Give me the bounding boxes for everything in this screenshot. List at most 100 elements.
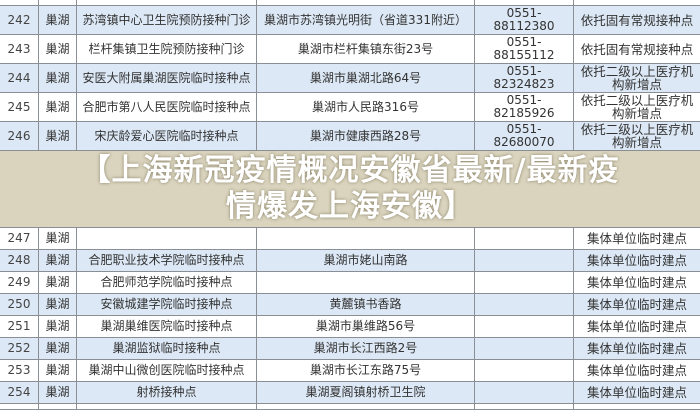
address-cell: 巢湖市健康西路28号 bbox=[257, 122, 475, 150]
district-cell: 巢湖 bbox=[39, 316, 77, 337]
site-name-cell: 射桥接种点 bbox=[77, 382, 257, 403]
address-cell: 巢湖夏阁镇射桥卫生院 bbox=[257, 382, 475, 403]
district-cell: 巢湖 bbox=[39, 338, 77, 359]
phone-cell: 0551-82324823 bbox=[475, 64, 574, 92]
table-row: 249 巢湖 合肥师范学院临时接种点 集体单位临时建点 bbox=[0, 272, 700, 294]
address-cell: 巢湖市巢湖北路64号 bbox=[257, 64, 475, 92]
address-cell: 巢湖市长江东路75号 bbox=[257, 360, 475, 381]
site-name-cell: 安医大附属巢湖医院临时接种点 bbox=[77, 64, 257, 92]
table-row: 245 巢湖 合肥市第八人民医院临时接种点 巢湖市人民路316号 0551-821859… bbox=[0, 93, 700, 122]
row-number-cell: 242 bbox=[0, 6, 39, 34]
district-cell: 巢湖 bbox=[39, 250, 77, 271]
site-type-cell: 集体单位临时建点 bbox=[586, 275, 687, 290]
site-name-cell: 宋庆龄爱心医院临时接种点 bbox=[77, 122, 257, 150]
row-number-cell: 254 bbox=[0, 382, 39, 403]
address-cell: 巢湖市巢维路56号 bbox=[257, 316, 475, 337]
site-name-cell: 安徽城建学院临时接种点 bbox=[77, 294, 257, 315]
table-row: 246 巢湖 宋庆龄爱心医院临时接种点 巢湖市健康西路28号 0551-82680070… bbox=[0, 122, 700, 151]
site-name-cell bbox=[77, 228, 257, 249]
site-type-cell: 集体单位临时建点 bbox=[586, 363, 687, 378]
site-type-cell: 集体单位临时建点 bbox=[586, 253, 687, 268]
table-row: 254 巢湖 射桥接种点 巢湖夏阁镇射桥卫生院 集体单位临时建点 bbox=[0, 382, 700, 404]
site-name-cell: 苏湾镇中心卫生院预防接种门诊 bbox=[77, 6, 257, 34]
phone-cell bbox=[475, 228, 574, 249]
table-row: 244 巢湖 安医大附属巢湖医院临时接种点 巢湖市巢湖北路64号 0551-823248… bbox=[0, 64, 700, 93]
phone-cell: 0551-88155112 bbox=[475, 35, 574, 63]
table-row: 243 巢湖 栏杆集镇卫生院预防接种门诊 巢湖市栏杆集镇东街23号 0551-88155… bbox=[0, 35, 700, 64]
row-number-cell: 243 bbox=[0, 35, 39, 63]
site-name-cell: 合肥市第八人民医院临时接种点 bbox=[77, 93, 257, 121]
row-number-cell: 247 bbox=[0, 228, 39, 249]
address-cell: 巢湖市栏杆集镇东街23号 bbox=[257, 35, 475, 63]
overlay-title-line1: 【上海新冠疫情概况安徽省最新/最新疫 bbox=[80, 153, 620, 188]
phone-cell: 0551-82680070 bbox=[475, 122, 574, 150]
table-row: 250 巢湖 安徽城建学院临时接种点 黄麓镇书香路 集体单位临时建点 bbox=[0, 294, 700, 316]
site-type-cell: 依托固有常规接种点 bbox=[580, 12, 694, 28]
phone-cell: 0551-88112380 bbox=[475, 6, 574, 34]
row-number-cell: 251 bbox=[0, 316, 39, 337]
site-type-cell: 依托固有常规接种点 bbox=[580, 41, 694, 57]
phone-cell: 0551-82185926 bbox=[475, 93, 574, 121]
table-row: 252 巢湖 巢湖监狱临时接种点 巢湖市长江西路2号 集体单位临时建点 bbox=[0, 338, 700, 360]
address-cell: 巢湖市人民路316号 bbox=[257, 93, 475, 121]
site-name-cell: 合肥师范学院临时接种点 bbox=[77, 272, 257, 293]
row-number-cell bbox=[0, 404, 39, 409]
site-type-cell: 集体单位临时建点 bbox=[586, 231, 687, 246]
district-cell: 巢湖 bbox=[39, 93, 77, 121]
address-cell bbox=[257, 404, 475, 409]
phone-cell bbox=[475, 360, 574, 381]
overlay-title-line2: 情爆发上海安徽】 bbox=[226, 189, 474, 224]
table-row: 242 巢湖 苏湾镇中心卫生院预防接种门诊 巢湖市苏湾镇光明街（省道331附近） 055… bbox=[0, 6, 700, 35]
district-cell: 巢湖 bbox=[39, 35, 77, 63]
phone-cell bbox=[475, 0, 574, 5]
address-cell: 黄麓镇书香路 bbox=[257, 294, 475, 315]
overlay-title: 【上海新冠疫情概况安徽省最新/最新疫 情爆发上海安徽】 bbox=[0, 151, 700, 228]
address-cell bbox=[257, 272, 475, 293]
table-row: 251 巢湖 巢湖巢维医院临时接种点 巢湖市巢维路56号 集体单位临时建点 bbox=[0, 316, 700, 338]
row-number-cell: 253 bbox=[0, 360, 39, 381]
site-type-cell: 集体单位临时建点 bbox=[586, 341, 687, 356]
address-cell: 巢湖市姥山南路 bbox=[257, 250, 475, 271]
address-cell bbox=[257, 228, 475, 249]
phone-cell bbox=[475, 404, 574, 409]
site-type-cell bbox=[574, 0, 700, 5]
district-cell: 巢湖 bbox=[39, 228, 77, 249]
address-cell: 巢湖市苏湾镇光明街（省道331附近） bbox=[257, 6, 475, 34]
district-cell: 巢湖 bbox=[39, 294, 77, 315]
table-row bbox=[0, 404, 700, 410]
district-cell: 巢湖 bbox=[39, 64, 77, 92]
district-cell: 巢湖 bbox=[39, 122, 77, 150]
site-name-cell: 栏杆集镇卫生院预防接种门诊 bbox=[77, 35, 257, 63]
district-cell: 巢湖 bbox=[39, 272, 77, 293]
row-number-cell: 249 bbox=[0, 272, 39, 293]
row-number-cell bbox=[0, 0, 39, 5]
site-type-cell: 依托二级以上医疗机构新增点 bbox=[580, 122, 694, 150]
site-name-cell: 巢湖监狱临时接种点 bbox=[77, 338, 257, 359]
district-cell: 巢湖 bbox=[39, 382, 77, 403]
site-name-cell: 巢湖巢维医院临时接种点 bbox=[77, 316, 257, 337]
table-row: 253 巢湖 巢湖中山微创医院临时接种点 巢湖市长江东路75号 集体单位临时建点 bbox=[0, 360, 700, 382]
district-cell: 巢湖 bbox=[39, 6, 77, 34]
row-number-cell: 244 bbox=[0, 64, 39, 92]
phone-cell bbox=[475, 250, 574, 271]
row-number-cell: 248 bbox=[0, 250, 39, 271]
site-type-cell: 集体单位临时建点 bbox=[586, 385, 687, 400]
site-type-cell bbox=[574, 404, 700, 409]
address-cell bbox=[257, 0, 475, 5]
site-type-cell: 依托二级以上医疗机构新增点 bbox=[580, 93, 694, 121]
row-number-cell: 250 bbox=[0, 294, 39, 315]
table-row: 247 巢湖 集体单位临时建点 bbox=[0, 228, 700, 250]
site-name-cell: 合肥职业技术学院临时接种点 bbox=[77, 250, 257, 271]
district-cell bbox=[39, 404, 77, 409]
row-number-cell: 246 bbox=[0, 122, 39, 150]
phone-cell bbox=[475, 338, 574, 359]
table-row bbox=[0, 0, 700, 6]
row-number-cell: 245 bbox=[0, 93, 39, 121]
site-name-cell bbox=[77, 0, 257, 5]
district-cell: 巢湖 bbox=[39, 360, 77, 381]
address-cell: 巢湖市长江西路2号 bbox=[257, 338, 475, 359]
table-row: 248 巢湖 合肥职业技术学院临时接种点 巢湖市姥山南路 集体单位临时建点 bbox=[0, 250, 700, 272]
site-type-cell: 集体单位临时建点 bbox=[586, 319, 687, 334]
district-cell bbox=[39, 0, 77, 5]
